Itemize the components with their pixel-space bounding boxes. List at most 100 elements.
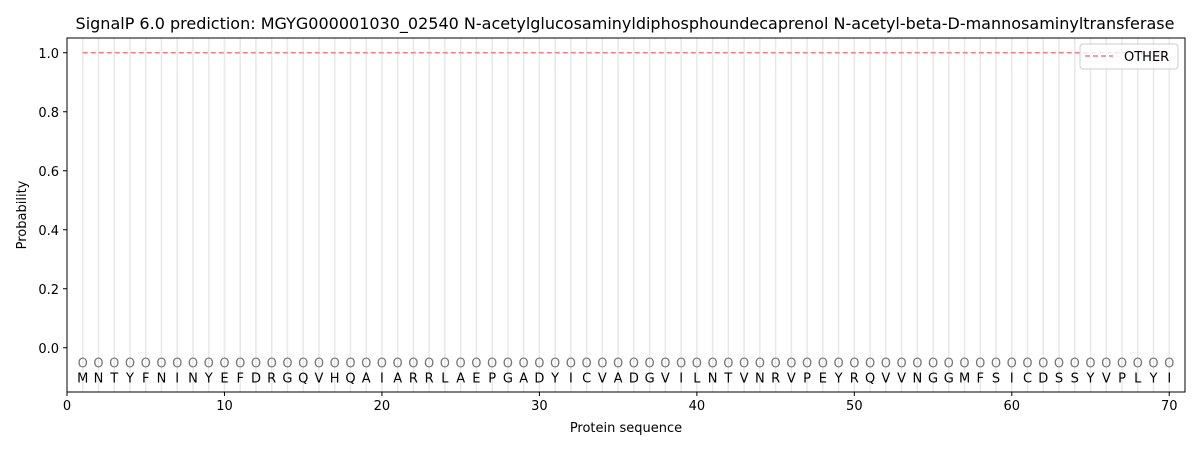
residue-label: I — [1167, 372, 1171, 387]
residue-label: I — [679, 372, 683, 387]
position-marker: O — [645, 357, 655, 372]
residue-label: A — [519, 372, 528, 387]
residue-label: Y — [550, 372, 559, 387]
residue-label: V — [598, 372, 607, 387]
x-tick-label: 70 — [1161, 399, 1178, 414]
residue-label: C — [1023, 372, 1032, 387]
position-marker: O — [282, 357, 292, 372]
residue-label: L — [693, 372, 701, 387]
y-tick-label: 0.0 — [38, 342, 59, 357]
residue-label: V — [1102, 372, 1111, 387]
residue-label: Y — [1086, 372, 1095, 387]
position-marker: O — [487, 357, 497, 372]
x-axis-label: Protein sequence — [570, 421, 682, 436]
residue-label: S — [1055, 372, 1063, 387]
x-tick-label: 10 — [216, 399, 233, 414]
residue-label: I — [380, 372, 384, 387]
residue-label: N — [157, 372, 167, 387]
y-tick-label: 0.6 — [38, 165, 59, 180]
residue-label: N — [708, 372, 718, 387]
residue-label: R — [425, 372, 434, 387]
residue-label: P — [803, 372, 811, 387]
residue-label: Q — [865, 372, 875, 387]
residue-label: F — [142, 372, 149, 387]
residue-label: V — [740, 372, 749, 387]
residue-label: G — [928, 372, 938, 387]
y-tick-label: 0.4 — [38, 224, 59, 239]
position-marker: O — [424, 357, 434, 372]
position-marker: O — [141, 357, 151, 372]
position-marker: O — [125, 357, 135, 372]
residue-label: D — [629, 372, 639, 387]
residue-label: N — [94, 372, 104, 387]
chart-title: SignalP 6.0 prediction: MGYG000001030_02… — [76, 14, 1175, 34]
position-marker: O — [109, 357, 119, 372]
residue-label: A — [362, 372, 371, 387]
residue-label: M — [959, 372, 970, 387]
residue-label: L — [1134, 372, 1142, 387]
residue-label: A — [614, 372, 623, 387]
residue-label: Y — [125, 372, 134, 387]
residue-label: E — [220, 372, 228, 387]
position-marker: O — [519, 357, 529, 372]
position-marker: O — [739, 357, 749, 372]
position-marker: O — [267, 357, 277, 372]
residue-label: H — [330, 372, 340, 387]
residue-label: R — [771, 372, 780, 387]
position-marker: O — [613, 357, 623, 372]
position-marker: O — [330, 357, 340, 372]
position-marker: O — [566, 357, 576, 372]
position-marker: O — [1117, 357, 1127, 372]
residue-label: C — [582, 372, 591, 387]
residue-label: Q — [345, 372, 355, 387]
position-marker: O — [755, 357, 765, 372]
position-marker: O — [219, 357, 229, 372]
residue-label: S — [992, 372, 1000, 387]
position-marker: O — [361, 357, 371, 372]
residue-label: N — [188, 372, 198, 387]
position-marker: O — [849, 357, 859, 372]
residue-label: D — [251, 372, 261, 387]
residue-label: V — [787, 372, 796, 387]
residue-label: V — [314, 372, 323, 387]
position-marker: O — [298, 357, 308, 372]
residue-label: Q — [298, 372, 308, 387]
residue-label: P — [1118, 372, 1126, 387]
position-marker: O — [534, 357, 544, 372]
position-marker: O — [597, 357, 607, 372]
residue-label: G — [503, 372, 513, 387]
position-marker: O — [408, 357, 418, 372]
x-tick-label: 50 — [846, 399, 863, 414]
position-marker: O — [503, 357, 513, 372]
residue-label: V — [897, 372, 906, 387]
residue-label: I — [1010, 372, 1014, 387]
position-marker: O — [770, 357, 780, 372]
position-marker: O — [707, 357, 717, 372]
position-marker: O — [802, 357, 812, 372]
position-marker: O — [865, 357, 875, 372]
residue-label: A — [456, 372, 465, 387]
position-marker: O — [550, 357, 560, 372]
position-marker: O — [1133, 357, 1143, 372]
x-tick-label: 60 — [1004, 399, 1021, 414]
position-marker: O — [377, 357, 387, 372]
position-marker: O — [991, 357, 1001, 372]
residue-label: E — [819, 372, 827, 387]
position-marker: O — [818, 357, 828, 372]
position-marker: O — [345, 357, 355, 372]
position-marker: O — [456, 357, 466, 372]
position-marker: O — [1038, 357, 1048, 372]
position-marker: O — [251, 357, 261, 372]
legend-box — [1079, 43, 1179, 70]
position-marker: O — [471, 357, 481, 372]
residue-label: M — [77, 372, 88, 387]
residue-label: S — [1071, 372, 1079, 387]
position-marker: O — [204, 357, 214, 372]
position-marker: O — [582, 357, 592, 372]
residue-label: Y — [204, 372, 213, 387]
plot-area-frame — [66, 37, 1186, 393]
residue-label: F — [236, 372, 243, 387]
position-marker: O — [188, 357, 198, 372]
residue-label: D — [1038, 372, 1048, 387]
y-tick-label: 0.2 — [38, 283, 59, 298]
